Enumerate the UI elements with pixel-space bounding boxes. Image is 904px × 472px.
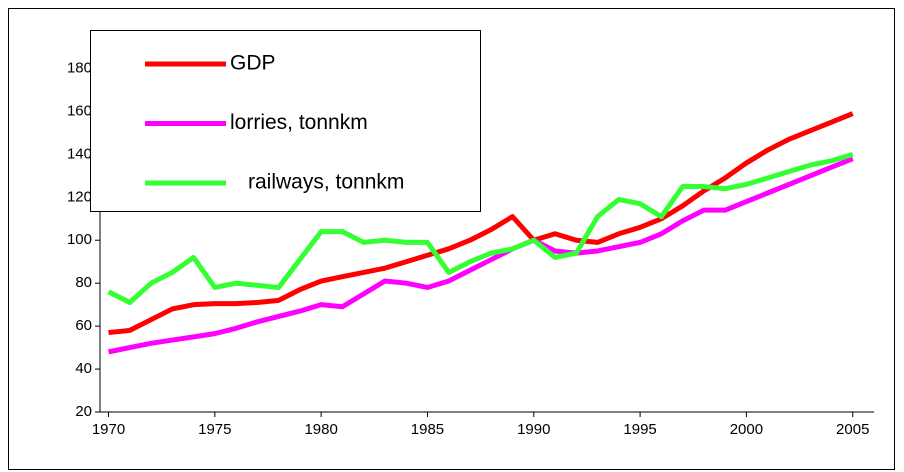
- y-tick-label: 140: [67, 145, 92, 162]
- series-line: [108, 156, 854, 355]
- x-tick-label: 1980: [304, 421, 337, 438]
- y-tick-label: 160: [67, 102, 92, 119]
- y-tick-label: 60: [75, 317, 92, 334]
- y-tick-label: 20: [75, 403, 92, 420]
- y-tick-label: 40: [75, 360, 92, 377]
- y-tick-label: 100: [67, 231, 92, 248]
- x-tick-label: 2000: [730, 421, 763, 438]
- series-line: [108, 111, 854, 336]
- legend-label: GDP: [230, 52, 276, 75]
- legend-label: railways, tonnkm: [248, 171, 404, 194]
- x-tick-label: 1985: [411, 421, 444, 438]
- legend-label: lorries, tonnkm: [230, 111, 368, 134]
- x-tick-label: 1995: [623, 421, 656, 438]
- y-tick-label: 180: [67, 59, 92, 76]
- x-tick-label: 1990: [517, 421, 550, 438]
- y-tick-label: 80: [75, 274, 92, 291]
- series-line: [107, 151, 854, 305]
- x-tick-label: 1970: [92, 421, 125, 438]
- x-tick-label: 1975: [198, 421, 231, 438]
- x-tick-label: 2005: [836, 421, 869, 438]
- y-tick-label: 120: [67, 188, 92, 205]
